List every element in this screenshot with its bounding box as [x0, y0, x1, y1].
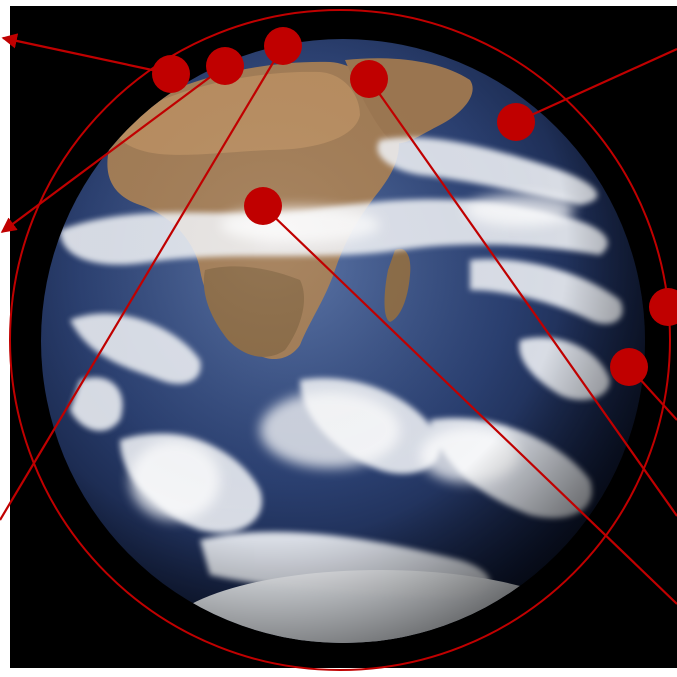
globe-shading: [41, 39, 645, 643]
leader-line-m1: [1, 33, 172, 76]
leader-line-m5: [515, 47, 677, 124]
marker-dot-m4[interactable]: [350, 60, 388, 98]
leader-line-m3: [0, 45, 284, 521]
marker-dot-m6[interactable]: [244, 187, 282, 225]
leader-line-m4: [368, 78, 677, 517]
marker-dot-m7[interactable]: [649, 288, 677, 326]
marker-dot-m5[interactable]: [497, 103, 535, 141]
orbit-circle: [9, 9, 671, 671]
marker-dot-m8[interactable]: [610, 348, 648, 386]
leader-lines: [0, 33, 677, 605]
marker-dot-m1[interactable]: [152, 55, 190, 93]
leader-line-m2: [0, 65, 226, 233]
earth-globe: [41, 39, 645, 643]
marker-dots: [152, 27, 677, 386]
leader-line-m6: [262, 205, 677, 605]
marker-dot-m2[interactable]: [206, 47, 244, 85]
marker-dot-m3[interactable]: [264, 27, 302, 65]
